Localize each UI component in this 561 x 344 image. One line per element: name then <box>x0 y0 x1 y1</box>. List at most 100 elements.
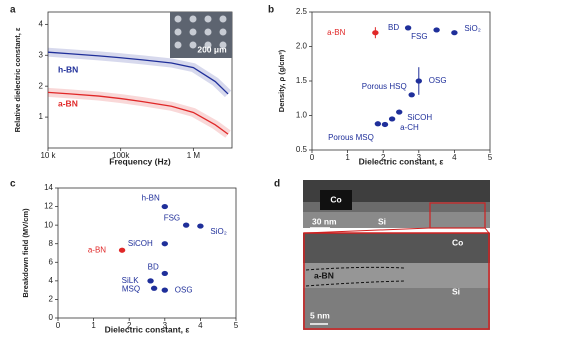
point <box>161 287 168 293</box>
x-tick-label: 4 <box>198 321 203 330</box>
tem-zoom-co <box>303 233 490 263</box>
y-axis-label: Breakdown field (MV/cm) <box>21 208 30 298</box>
y-tick-label: 1.0 <box>296 111 308 120</box>
legend-label: h-BN <box>58 64 78 74</box>
y-tick-label: 3 <box>39 50 44 59</box>
x-tick-label: 0 <box>310 153 315 162</box>
legend-label: a-BN <box>58 99 78 109</box>
x-tick-label: 3 <box>163 321 168 330</box>
point <box>396 109 403 115</box>
point-label: BD <box>148 263 159 272</box>
y-tick-label: 10 <box>44 220 53 229</box>
point-label: h-BN <box>142 194 160 203</box>
point-label: SiO₂ <box>464 24 480 33</box>
tem-label: Si <box>378 216 386 226</box>
tem-label: Co <box>452 237 463 247</box>
line <box>47 91 229 135</box>
tem-label: 30 nm <box>312 216 337 226</box>
point <box>182 222 190 228</box>
point <box>404 25 412 31</box>
point <box>150 285 158 291</box>
y-axis-label: Density, ρ (g/cm³) <box>277 49 286 112</box>
point <box>374 121 382 127</box>
inset-dot <box>219 28 227 36</box>
inset-dot <box>219 15 227 23</box>
inset-dot <box>204 15 212 23</box>
x-tick-label: 3 <box>417 153 422 162</box>
tem-label: 5 nm <box>310 310 330 320</box>
point <box>451 30 458 36</box>
x-tick-label: 2 <box>127 321 132 330</box>
point <box>161 241 168 247</box>
micrograph <box>303 180 490 330</box>
point <box>381 121 389 128</box>
point <box>161 270 168 277</box>
point <box>433 27 440 33</box>
x-tick-label: 5 <box>488 153 493 162</box>
point <box>388 116 396 122</box>
point-label: SiCOH <box>407 113 432 122</box>
point <box>415 78 422 84</box>
inset-dot <box>174 41 182 49</box>
point <box>408 92 415 98</box>
panel-label: b <box>268 5 274 16</box>
x-axis-label: Dielectric constant, ε <box>359 156 444 166</box>
panel-label: d <box>274 179 280 190</box>
point <box>118 247 126 253</box>
x-tick-label: 100k <box>112 151 130 160</box>
y-tick-label: 2 <box>39 81 44 90</box>
point-label: Porous HSQ <box>362 82 407 91</box>
point <box>161 203 168 210</box>
point-label: BD <box>388 23 399 32</box>
y-tick-label: 2.5 <box>296 7 308 16</box>
x-tick-label: 4 <box>452 153 457 162</box>
point-label: a-CH <box>400 123 419 132</box>
panel-label: c <box>10 179 16 190</box>
inset-dot <box>174 28 182 36</box>
x-tick-label: 1 <box>91 321 96 330</box>
y-tick-label: 0.5 <box>296 145 308 154</box>
x-tick-label: 5 <box>234 321 239 330</box>
line <box>47 51 229 95</box>
dash-line <box>305 266 406 271</box>
point-label: FSG <box>411 32 427 41</box>
dash-line <box>305 280 406 287</box>
y-tick-label: 0 <box>49 313 54 322</box>
y-tick-label: 6 <box>49 257 54 266</box>
y-tick-label: 4 <box>39 19 44 28</box>
zoom-line <box>304 227 431 234</box>
inset-dot <box>189 15 197 23</box>
y-tick-label: 2 <box>49 295 54 304</box>
point-label: a-BN <box>88 245 106 254</box>
x-tick-label: 1 M <box>187 151 201 160</box>
point <box>147 278 154 284</box>
point-label: SiO₂ <box>210 227 226 236</box>
tem-label: Si <box>452 286 460 296</box>
inset-dot <box>189 41 197 49</box>
x-tick-label: 2 <box>381 153 386 162</box>
x-axis-label: Frequency (Hz) <box>109 156 171 166</box>
point-label: MSQ <box>122 284 140 293</box>
point-label: SiLK <box>122 276 140 285</box>
y-tick-label: 14 <box>44 183 53 192</box>
y-tick-label: 12 <box>44 202 53 211</box>
zoom-box <box>429 202 486 229</box>
inset-dot <box>204 28 212 36</box>
point-label: Porous MSQ <box>328 133 374 142</box>
point <box>372 30 379 36</box>
plot-frame <box>57 187 237 319</box>
inset: 200 μm <box>170 12 232 58</box>
tem-label: Co <box>330 194 341 204</box>
inset-dot <box>174 15 182 23</box>
y-axis-label: Relative dielectric constant, ε <box>13 27 22 132</box>
inset-dot <box>219 41 227 49</box>
zoom-frame <box>303 232 490 330</box>
point-label: OSG <box>429 76 447 85</box>
y-tick-label: 8 <box>49 239 54 248</box>
inset-dot <box>204 41 212 49</box>
point-label: a-BN <box>327 28 345 37</box>
inset-scale: 200 μm <box>197 44 227 54</box>
plot-frame <box>47 11 233 149</box>
point <box>197 223 204 229</box>
